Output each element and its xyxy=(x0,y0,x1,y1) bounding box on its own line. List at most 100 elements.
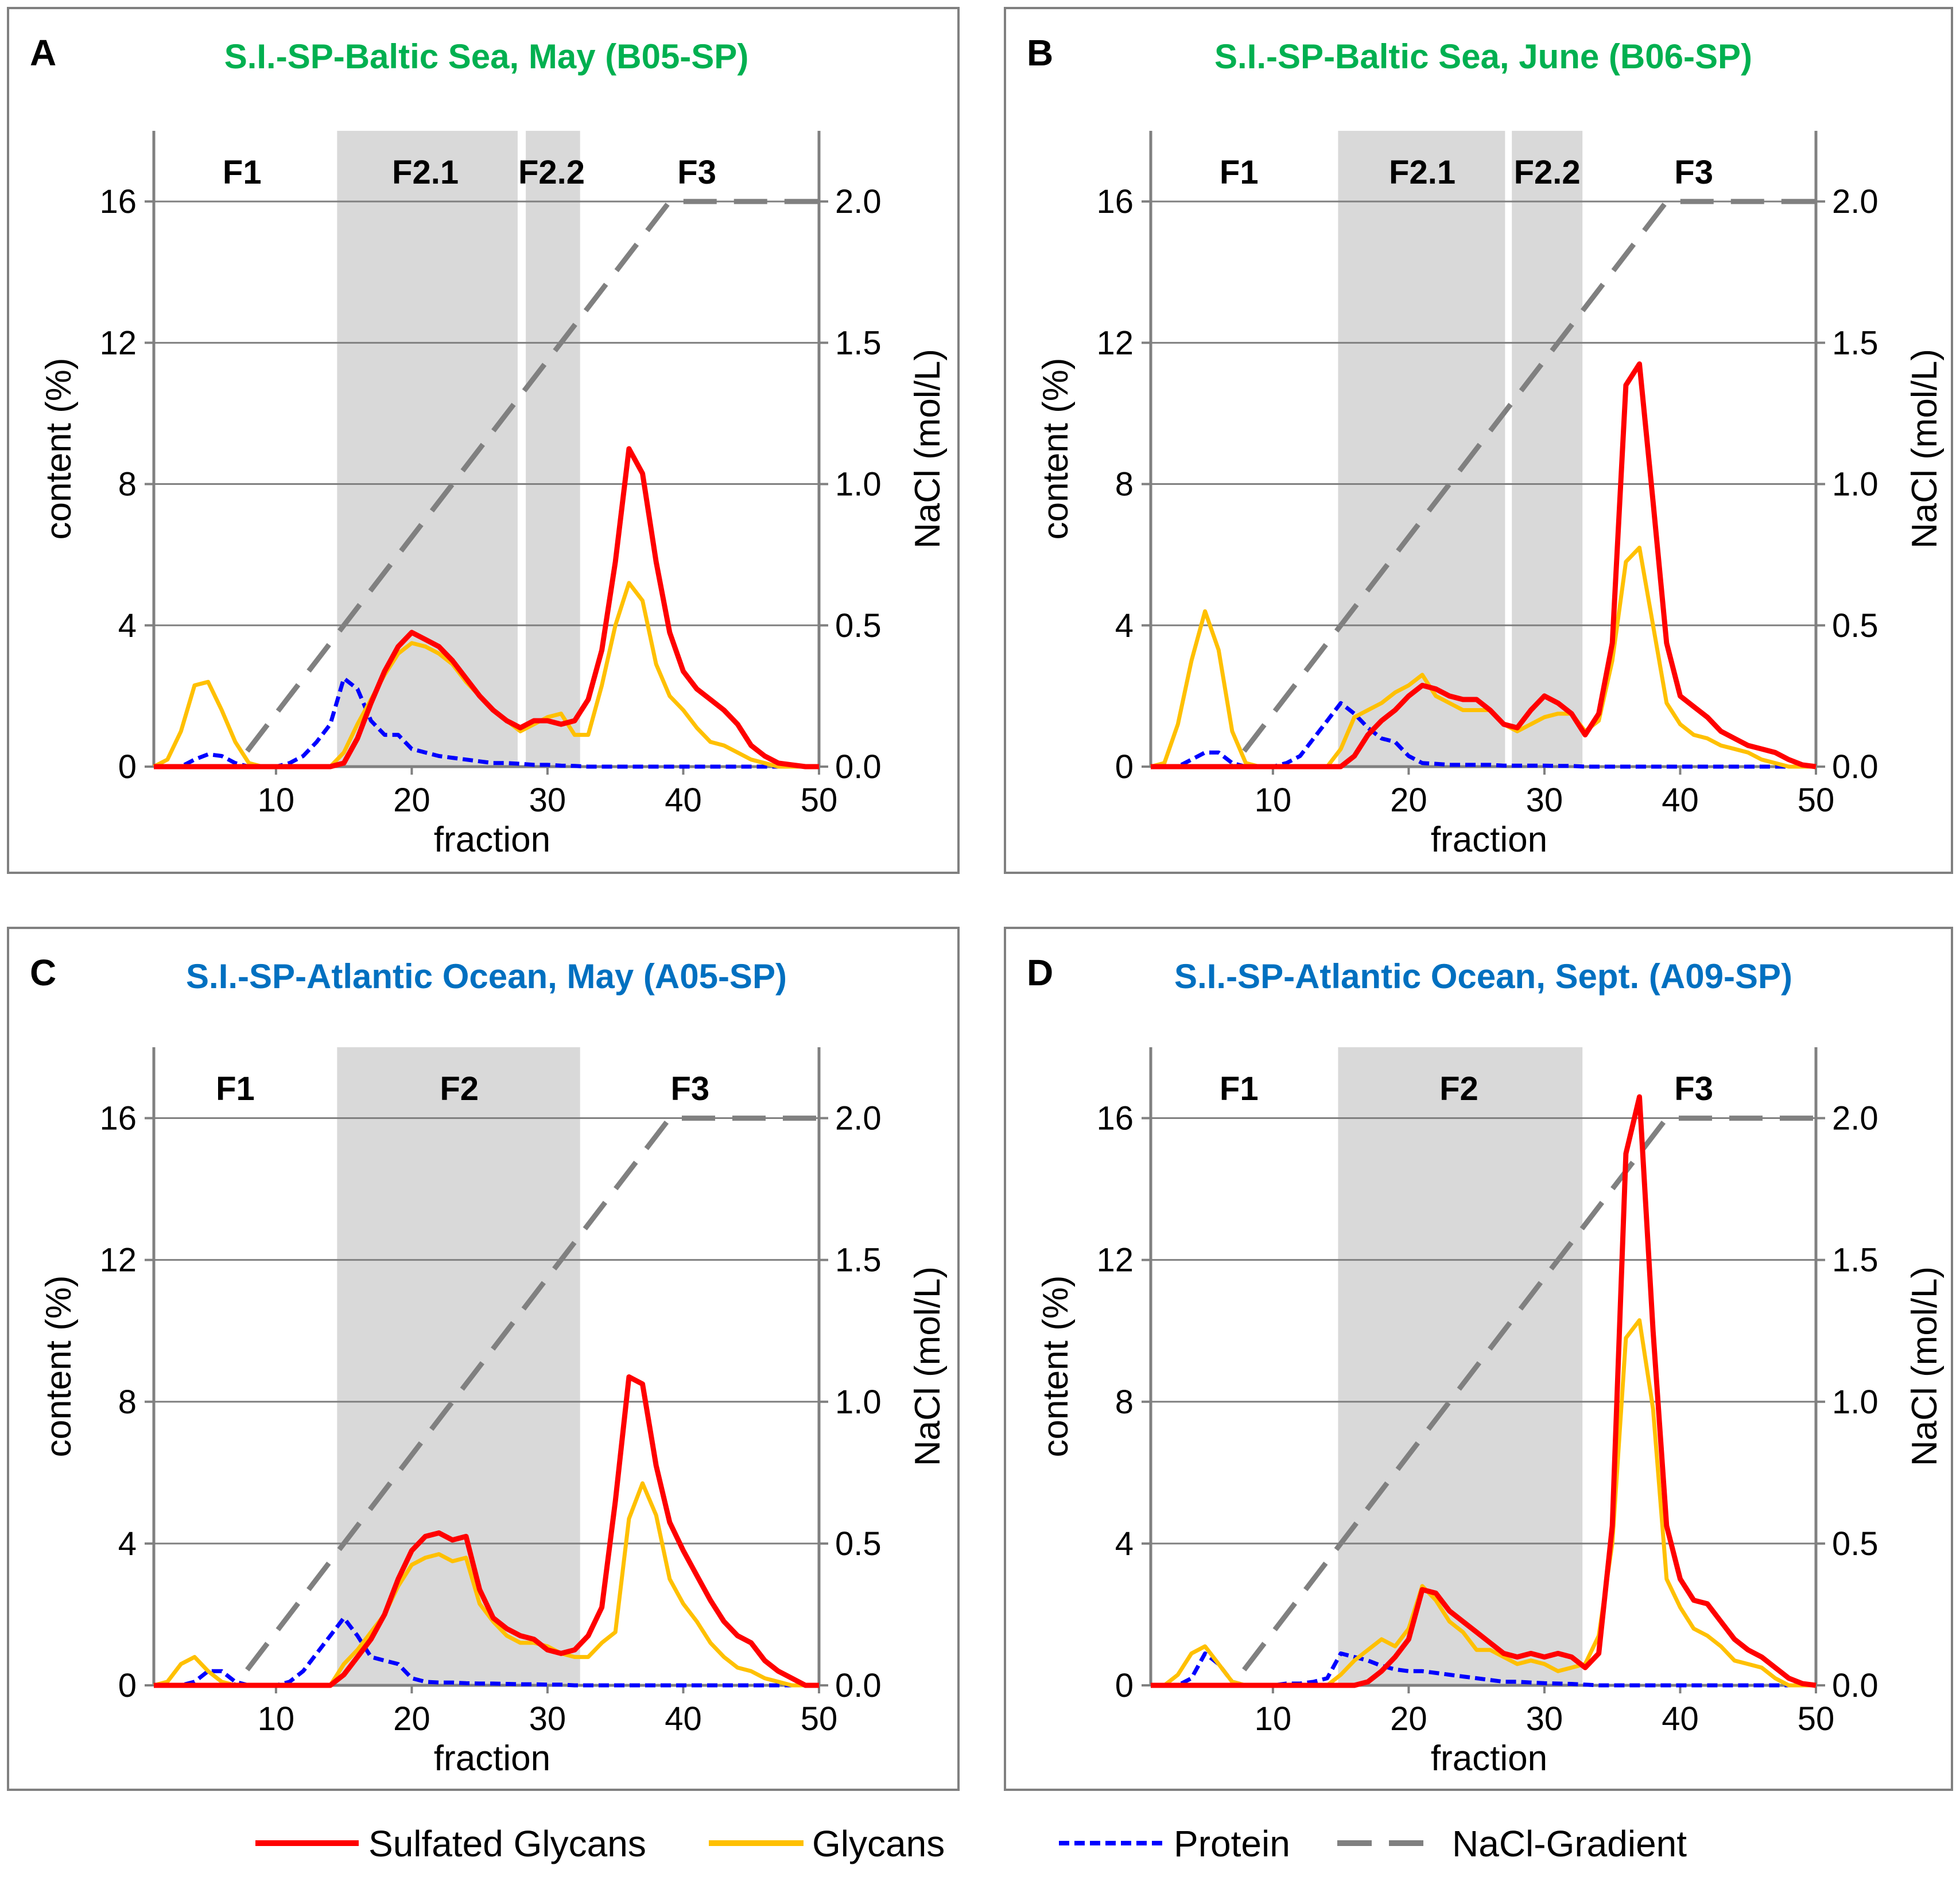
chart-panel-C: 0 4 8 12 16 0.0 0.5 1.0 1.5 2.0 10 20 30 40 50 fraction… xyxy=(7,927,960,1791)
x-tick-label: 50 xyxy=(1798,1700,1835,1738)
y-tick-label: 12 xyxy=(99,1242,137,1279)
y2-tick-label: 0.5 xyxy=(1832,1525,1879,1563)
region-f2-2 xyxy=(526,131,580,767)
region-label: F2.2 xyxy=(1514,154,1581,191)
y2-axis-label: NaCl (mol/L) xyxy=(908,1266,948,1466)
y-tick-label: 16 xyxy=(99,1100,137,1137)
series-line-nacl xyxy=(1151,1116,1816,1688)
y-tick-label: 4 xyxy=(118,607,137,644)
y2-tick-label: 0.5 xyxy=(1832,607,1879,644)
x-axis-label: fraction xyxy=(1431,1739,1547,1778)
y2-tick-label: 0.0 xyxy=(835,748,882,786)
panel-title: S.I.-SP-Atlantic Ocean, Sept. (A09-SP) xyxy=(1174,957,1792,996)
y2-tick-label: 1.0 xyxy=(1832,466,1879,503)
region-label: F1 xyxy=(1220,154,1259,191)
y-tick-label: 12 xyxy=(99,324,137,362)
x-tick-label: 50 xyxy=(1798,782,1835,819)
x-tick-label: 40 xyxy=(1662,782,1699,819)
y2-tick-label: 0.5 xyxy=(835,1525,882,1563)
y-tick-label: 0 xyxy=(118,748,137,786)
region-label: F2.1 xyxy=(1389,154,1456,191)
region-label: F2.2 xyxy=(518,154,585,191)
y2-tick-label: 1.0 xyxy=(835,466,882,503)
y2-tick-label: 1.5 xyxy=(1832,324,1879,362)
y2-tick-label: 2.0 xyxy=(835,183,882,220)
series-line-nacl xyxy=(154,199,819,770)
panel-letter: A xyxy=(30,32,56,73)
y2-tick-label: 0.0 xyxy=(1832,1667,1879,1704)
y2-tick-label: 1.5 xyxy=(1832,1242,1879,1279)
x-axis-label: fraction xyxy=(434,820,550,860)
y-axis-label: content (%) xyxy=(1036,1275,1076,1457)
region-label: F3 xyxy=(677,154,716,191)
x-axis-label: fraction xyxy=(434,1739,550,1778)
y2-tick-label: 1.0 xyxy=(835,1384,882,1421)
region-label: F3 xyxy=(1674,154,1713,191)
x-tick-label: 20 xyxy=(1390,1700,1427,1738)
region-label: F1 xyxy=(1220,1070,1259,1107)
x-tick-label: 10 xyxy=(258,1700,295,1738)
legend-protein-label: Protein xyxy=(1174,1823,1290,1864)
y-tick-label: 8 xyxy=(118,1384,137,1421)
x-tick-label: 10 xyxy=(1255,782,1292,819)
panel-letter: C xyxy=(30,952,56,993)
y-tick-label: 4 xyxy=(1115,1525,1134,1563)
y-tick-label: 16 xyxy=(99,183,137,220)
region-f2-1 xyxy=(337,131,518,767)
region-label: F2.1 xyxy=(392,154,459,191)
panel-title: S.I.-SP-Baltic Sea, May (B05-SP) xyxy=(224,37,749,76)
panel-letter: D xyxy=(1027,952,1053,993)
y-axis-label: content (%) xyxy=(39,357,79,539)
y2-tick-label: 0.0 xyxy=(1832,748,1879,786)
y2-tick-label: 0.5 xyxy=(835,607,882,644)
x-tick-label: 10 xyxy=(1255,1700,1292,1738)
y2-tick-label: 2.0 xyxy=(835,1100,882,1137)
y-tick-label: 8 xyxy=(1115,1384,1134,1421)
y-tick-label: 16 xyxy=(1096,1100,1134,1137)
y-tick-label: 0 xyxy=(1115,1667,1134,1704)
series-line-nacl xyxy=(154,1116,819,1688)
y-tick-label: 0 xyxy=(1115,748,1134,786)
y-tick-label: 12 xyxy=(1096,1242,1134,1279)
legend-glycans-label: Glycans xyxy=(812,1823,945,1864)
region-f2 xyxy=(337,1047,580,1685)
y-tick-label: 8 xyxy=(118,466,137,503)
x-tick-label: 30 xyxy=(1526,782,1563,819)
panel-title: S.I.-SP-Baltic Sea, June (B06-SP) xyxy=(1214,37,1752,76)
panel-letter: B xyxy=(1027,32,1053,73)
chart-panel-A: 0 4 8 12 16 0.0 0.5 1.0 1.5 2.0 10 20 30 40 50 fraction… xyxy=(7,7,960,874)
panel-title: S.I.-SP-Atlantic Ocean, May (A05-SP) xyxy=(186,957,787,996)
region-label: F3 xyxy=(670,1070,709,1107)
region-f2-1 xyxy=(1338,131,1505,767)
x-tick-label: 20 xyxy=(1390,782,1427,819)
y2-axis-label: NaCl (mol/L) xyxy=(1905,1266,1945,1466)
region-f2 xyxy=(1338,1047,1583,1685)
chart-panel-D: 0 4 8 12 16 0.0 0.5 1.0 1.5 2.0 10 20 30 40 50 fraction… xyxy=(1004,927,1953,1791)
y-tick-label: 0 xyxy=(118,1667,137,1704)
y-tick-label: 4 xyxy=(118,1525,137,1563)
x-tick-label: 30 xyxy=(529,782,566,819)
legend-nacl-label: NaCl-Gradient xyxy=(1452,1823,1687,1864)
region-label: F3 xyxy=(1674,1070,1713,1107)
y2-axis-label: NaCl (mol/L) xyxy=(1905,349,1945,549)
x-tick-label: 50 xyxy=(801,1700,838,1738)
x-tick-label: 50 xyxy=(801,782,838,819)
x-tick-label: 40 xyxy=(1662,1700,1699,1738)
x-tick-label: 30 xyxy=(529,1700,566,1738)
y2-tick-label: 2.0 xyxy=(1832,183,1879,220)
y-axis-label: content (%) xyxy=(39,1275,79,1457)
x-tick-label: 20 xyxy=(393,782,430,819)
series-line-nacl xyxy=(1151,199,1816,770)
y2-axis-label: NaCl (mol/L) xyxy=(908,349,948,549)
y2-tick-label: 1.5 xyxy=(835,1242,882,1279)
y2-tick-label: 2.0 xyxy=(1832,1100,1879,1137)
x-axis-label: fraction xyxy=(1431,820,1547,860)
y2-tick-label: 1.0 xyxy=(1832,1384,1879,1421)
x-tick-label: 20 xyxy=(393,1700,430,1738)
series-line-sulfated xyxy=(154,446,819,770)
x-tick-label: 30 xyxy=(1526,1700,1563,1738)
series-line-sulfated xyxy=(1151,361,1817,770)
region-label: F2 xyxy=(440,1070,479,1107)
